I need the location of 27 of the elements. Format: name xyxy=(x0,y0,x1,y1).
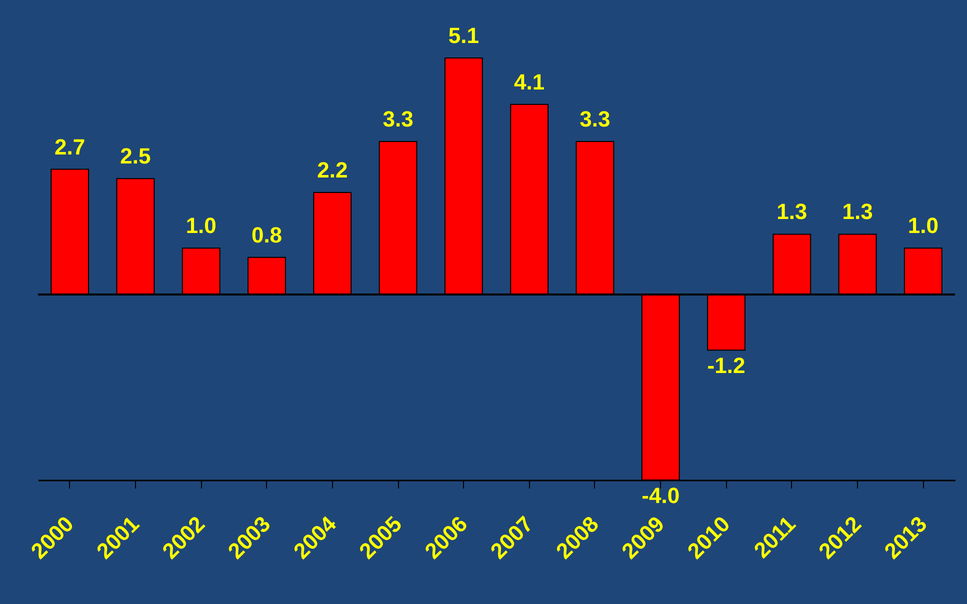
data-label: 3.3 xyxy=(580,106,610,132)
data-label: 2.7 xyxy=(54,134,86,160)
bar xyxy=(378,140,418,296)
bar xyxy=(444,58,483,296)
bar xyxy=(50,168,90,296)
data-label: 2.2 xyxy=(317,157,348,182)
data-label: -1.2 xyxy=(707,353,746,378)
bar xyxy=(904,248,942,296)
data-label: 4.1 xyxy=(514,69,545,94)
data-label: 5.1 xyxy=(448,23,479,48)
data-label: 3.3 xyxy=(382,106,414,132)
data-label: 0.8 xyxy=(251,222,282,248)
data-label: 1.0 xyxy=(908,213,938,238)
data-label: -4.0 xyxy=(642,483,680,508)
bar xyxy=(182,248,220,296)
bar xyxy=(313,192,352,296)
bar xyxy=(510,104,549,296)
bar xyxy=(576,140,614,296)
data-label: 1.3 xyxy=(842,199,873,224)
bar xyxy=(772,234,812,296)
bar xyxy=(707,294,746,351)
bar xyxy=(248,256,286,296)
bar xyxy=(116,178,155,296)
data-label: 1.0 xyxy=(186,213,216,238)
data-label: 2.5 xyxy=(120,144,151,169)
bar xyxy=(838,234,877,296)
data-label: 1.3 xyxy=(776,199,808,224)
